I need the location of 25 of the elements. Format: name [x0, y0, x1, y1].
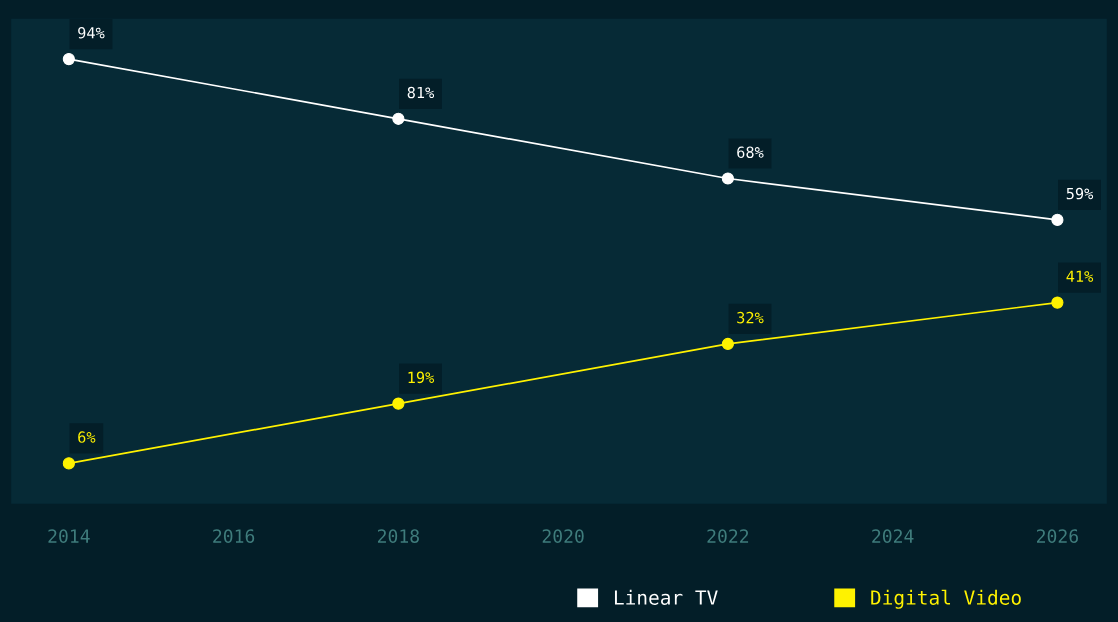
x-tick-label: 2014: [48, 529, 90, 543]
x-tick-label: 2026: [1036, 529, 1078, 543]
data-label: 68%: [737, 146, 764, 159]
data-label: 94%: [78, 27, 105, 39]
data-label: 41%: [1066, 270, 1094, 282]
point: [1051, 213, 1064, 226]
point: [721, 337, 734, 351]
x-tick-label: 2018: [377, 529, 419, 543]
data-label: 6%: [78, 431, 96, 443]
data-label: 19%: [408, 371, 435, 384]
point: [392, 112, 405, 125]
point: [1051, 296, 1064, 309]
legend-label: Linear TV: [614, 589, 718, 605]
x-tick-label: 2022: [707, 529, 749, 543]
x-tick-label: 2016: [213, 529, 255, 543]
point: [62, 53, 75, 66]
point: [62, 457, 75, 470]
legend-label: Digital Video: [871, 589, 1021, 609]
x-tick-label: 2020: [542, 529, 584, 543]
data-label: 59%: [1066, 187, 1094, 200]
data-label: 32%: [737, 311, 764, 324]
data-label: 81%: [407, 86, 435, 99]
x-tick-label: 2024: [872, 529, 914, 543]
point: [392, 397, 405, 410]
point: [721, 172, 734, 185]
